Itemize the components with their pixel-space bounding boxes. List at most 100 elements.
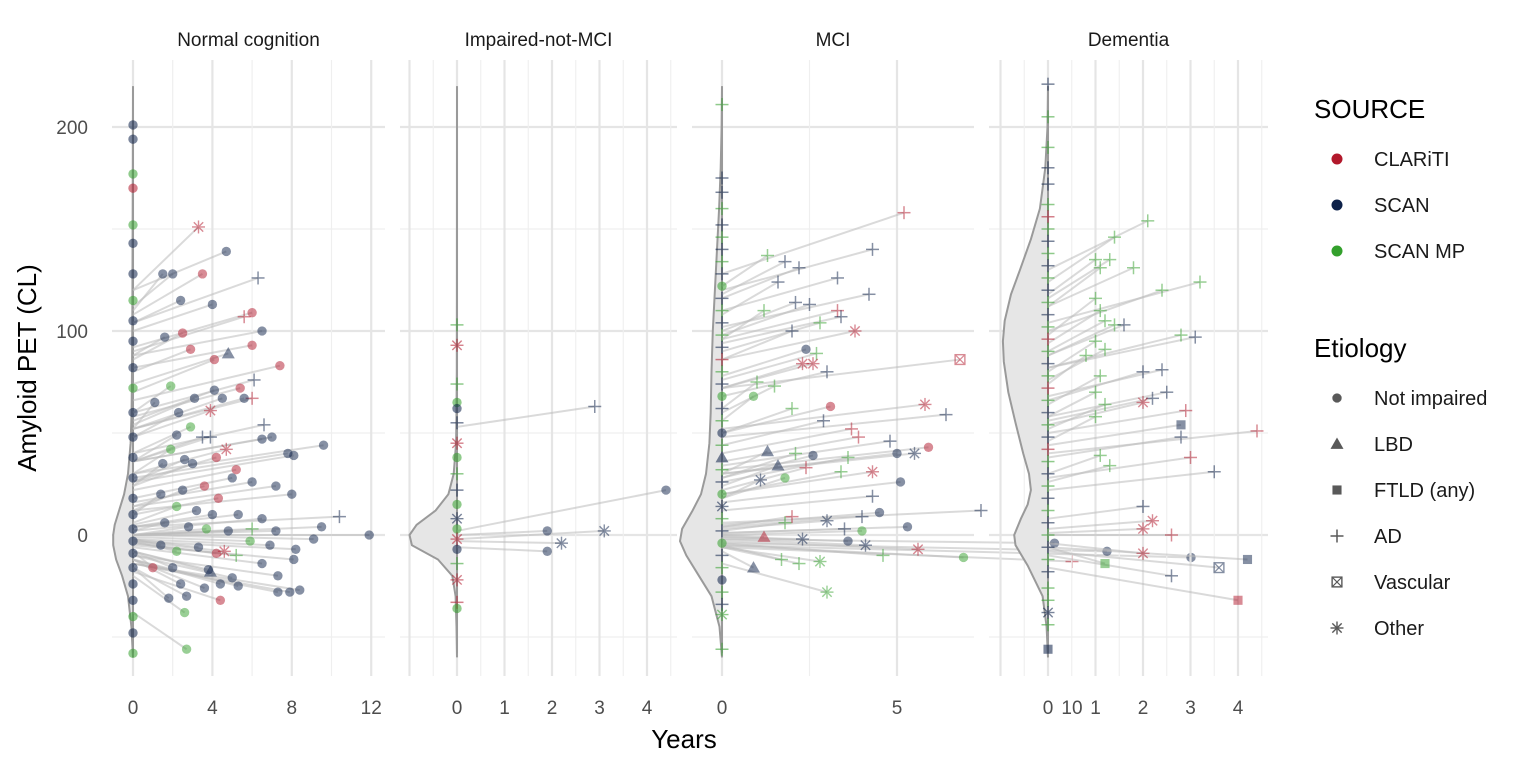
followup-point [808,450,818,461]
trajectory-line [721,440,891,467]
followup-point [789,446,802,460]
baseline-point [1041,606,1055,620]
baseline-point [715,414,729,428]
followup-point [171,501,182,512]
y-axis-label: Amyloid PET (CL) [12,264,42,472]
legend-etiology-item: Vascular [1331,572,1451,594]
followup-point [247,307,257,318]
x-tick-label: 3 [594,698,605,719]
legend-etiology-item: Other [1330,618,1424,640]
baseline-point [715,171,729,185]
trajectory-line [456,529,605,541]
x-tick-label: 2 [1138,698,1149,719]
followup-point [862,287,876,301]
x-tick-label: 8 [287,698,298,719]
baseline-point [128,562,138,573]
baseline-point [715,340,729,354]
followup-point [954,353,966,366]
followup-point [1155,283,1169,297]
followup-point [838,522,851,536]
legend-shape-triangle [1330,437,1344,449]
baseline-points [128,120,138,658]
followup-point [219,442,233,456]
baseline-point [128,336,138,346]
followup-point [181,644,192,654]
followup-point [187,458,198,469]
y-tick-label: 0 [77,526,88,547]
followup-point [785,402,799,416]
followup-point [661,485,671,495]
baseline-points [715,98,729,656]
trajectory-line [1047,454,1101,475]
trajectory-line [1047,423,1182,447]
followup-point [192,220,206,234]
trajectory-line [721,452,796,479]
followup-point [168,269,178,279]
followup-point [166,444,176,454]
legend-label: LBD [1374,434,1413,456]
followup-point [892,448,902,459]
followup-point [245,536,255,546]
trajectory-line [132,468,237,492]
followup-point [221,346,235,359]
followup-point [247,477,257,487]
followup-point [820,585,834,599]
density-curve [678,86,723,658]
trajectory-line [1047,266,1101,308]
legend-color-dot [1331,153,1343,165]
followup-point [768,379,781,393]
trajectory-line [721,546,800,565]
followup-point [207,509,218,520]
followup-point [185,344,196,355]
followup-point [974,504,988,518]
legend-label: Vascular [1374,572,1451,594]
followup-point [757,304,771,318]
baseline-point [128,134,138,144]
followup-point [1136,546,1150,560]
baseline-point [128,452,138,463]
baseline-point [1041,271,1055,285]
followup-point [843,536,853,546]
baseline-point [1041,593,1055,607]
followup-point [747,561,760,573]
trajectory-line [721,495,873,512]
followup-point [845,422,858,436]
followup-point [1098,342,1112,356]
followup-point [201,524,212,534]
trajectory-line [132,344,253,369]
facet-title: Dementia [1088,30,1170,51]
legend-label: Other [1374,618,1424,640]
followup-point [748,391,759,401]
followup-point [183,522,194,532]
trajectory-line [721,480,901,504]
x-tick-label: 0 [1043,698,1054,719]
x-tick-label: 1 [1090,698,1101,719]
baseline-point [452,452,462,463]
baseline-point [715,463,729,477]
followup-point [199,583,210,593]
baseline-point [452,524,462,534]
trajectory-line [1047,546,1106,565]
baseline-point [1041,222,1055,236]
followup-point [227,573,237,583]
followup-points [148,220,374,654]
trajectory-line [132,493,162,516]
followup-point [761,444,774,457]
density-fill [409,86,457,658]
followup-point [897,206,911,220]
baseline-point [1041,234,1055,248]
trajectory-line [721,538,1055,545]
followup-point [799,461,813,475]
baseline-point [715,304,729,318]
trajectory-lines [721,211,1192,594]
trajectory-line [132,505,178,524]
x-tick-label: 0 [128,698,139,719]
followup-point [1089,291,1102,305]
trajectory-line [721,381,758,410]
followup-point [757,530,771,542]
baseline-point [715,353,729,367]
legend-etiology-item: LBD [1330,434,1413,456]
trajectory-line [132,330,263,357]
